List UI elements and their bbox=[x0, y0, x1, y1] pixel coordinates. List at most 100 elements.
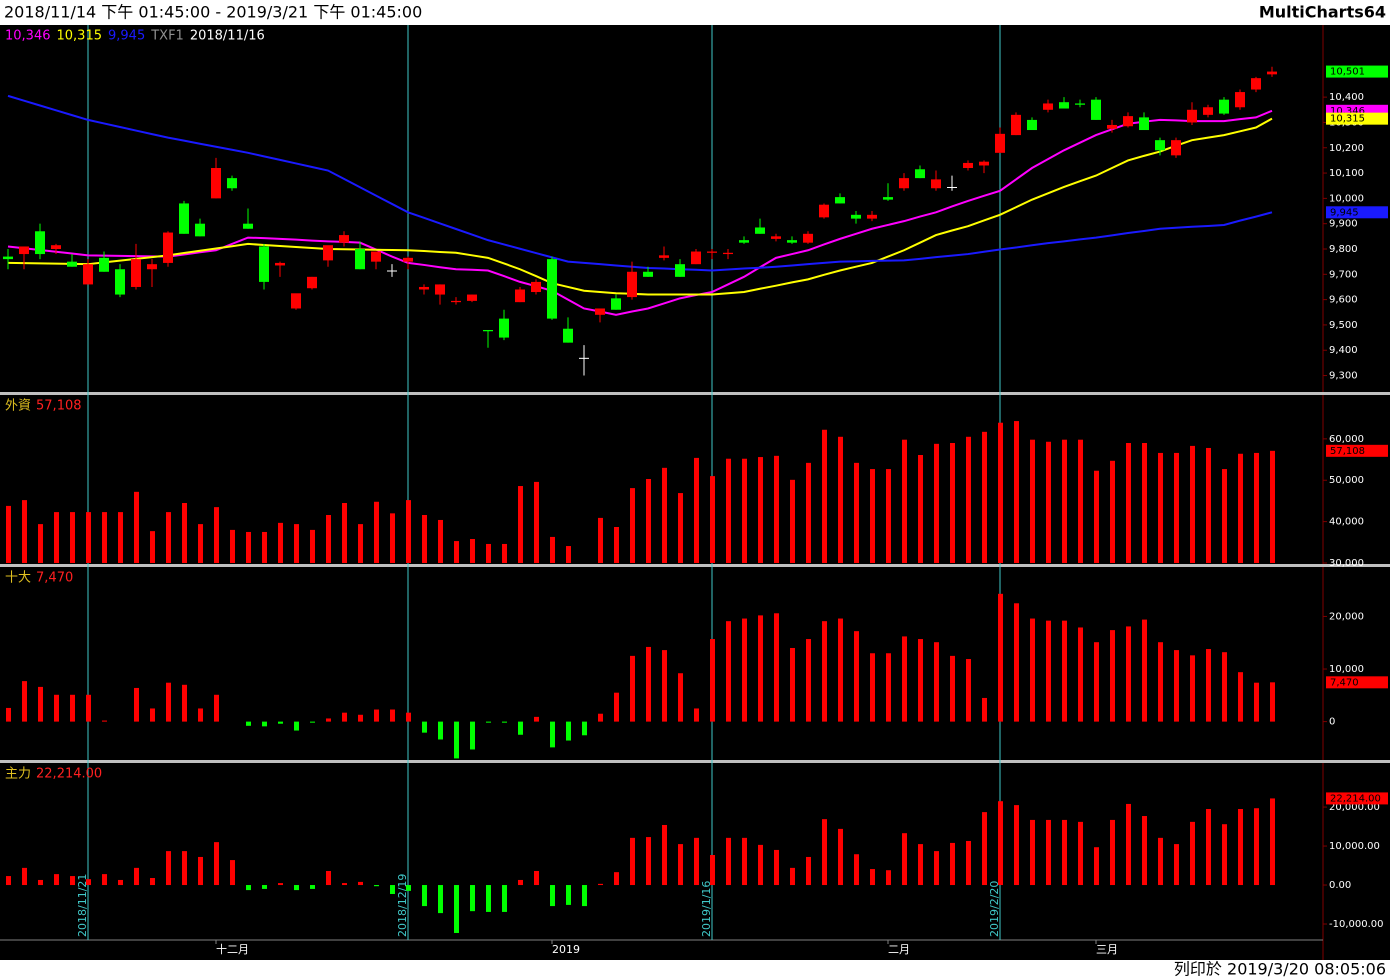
bar bbox=[966, 659, 971, 722]
candle-body bbox=[1219, 99, 1229, 114]
bar bbox=[854, 854, 859, 886]
bar bbox=[1126, 443, 1131, 563]
bar bbox=[374, 709, 379, 722]
bar bbox=[1238, 672, 1243, 722]
bar bbox=[6, 707, 11, 722]
bar bbox=[646, 837, 651, 886]
candle-body bbox=[259, 246, 269, 282]
candle-body bbox=[115, 269, 125, 295]
bar bbox=[886, 870, 891, 886]
bar bbox=[406, 500, 411, 563]
candle-body bbox=[387, 270, 397, 272]
bar bbox=[1094, 470, 1099, 563]
bar bbox=[182, 851, 187, 886]
bar bbox=[1078, 439, 1083, 563]
panel-separator bbox=[0, 564, 1390, 567]
candle-body bbox=[243, 223, 253, 229]
bar bbox=[598, 883, 603, 886]
panel-value: 22,214.00 bbox=[36, 767, 102, 782]
legend-value: 9,945 bbox=[108, 29, 145, 44]
bar bbox=[1222, 469, 1227, 563]
bar bbox=[806, 462, 811, 563]
bar bbox=[1270, 798, 1275, 886]
candle-body bbox=[1075, 103, 1085, 105]
candle-body bbox=[99, 257, 109, 272]
candle-body bbox=[1235, 92, 1245, 108]
bar bbox=[38, 879, 43, 886]
bar bbox=[438, 721, 443, 740]
bar bbox=[774, 455, 779, 563]
bar bbox=[1046, 441, 1051, 563]
candle-body bbox=[307, 276, 317, 289]
y-tick-label: 10,000 bbox=[1329, 664, 1364, 675]
candle-body bbox=[419, 286, 429, 290]
ma-last-box bbox=[1326, 206, 1388, 219]
bar bbox=[1126, 803, 1131, 886]
bar bbox=[70, 876, 75, 886]
candle-body bbox=[643, 271, 653, 277]
bar bbox=[1190, 445, 1195, 563]
candle-body bbox=[1267, 71, 1277, 75]
candle-body bbox=[691, 251, 701, 265]
candle-body bbox=[1139, 117, 1149, 131]
bar bbox=[790, 867, 795, 886]
bar bbox=[454, 721, 459, 759]
bar bbox=[246, 885, 251, 891]
bar bbox=[118, 512, 123, 563]
bar bbox=[342, 883, 347, 886]
bar bbox=[614, 692, 619, 722]
bar bbox=[758, 457, 763, 563]
bar bbox=[934, 851, 939, 886]
bar bbox=[902, 833, 907, 886]
bar bbox=[742, 458, 747, 563]
bar bbox=[726, 621, 731, 722]
candle-body bbox=[291, 293, 301, 309]
bar bbox=[422, 515, 427, 563]
bar bbox=[614, 872, 619, 886]
bar bbox=[86, 879, 91, 886]
bar bbox=[6, 876, 11, 886]
y-tick-label: 10,200 bbox=[1329, 143, 1364, 154]
candle-body bbox=[483, 329, 493, 332]
candle-body bbox=[883, 197, 893, 200]
bar bbox=[1158, 452, 1163, 563]
date-marker-label: 2018/11/21 bbox=[76, 874, 89, 937]
candle-body bbox=[83, 264, 93, 285]
panel-name: 外資 bbox=[5, 399, 31, 414]
panel-separator bbox=[0, 392, 1390, 395]
y-tick-label: 9,300 bbox=[1329, 371, 1358, 382]
bar bbox=[646, 479, 651, 563]
y-tick-label: 10,100 bbox=[1329, 168, 1364, 179]
bar bbox=[358, 524, 363, 563]
bar bbox=[150, 878, 155, 886]
bar bbox=[502, 885, 507, 912]
bar bbox=[1142, 619, 1147, 722]
candle-body bbox=[339, 235, 349, 243]
bar bbox=[790, 647, 795, 722]
candle-body bbox=[147, 264, 157, 270]
bar bbox=[566, 546, 571, 563]
candle-body bbox=[867, 214, 877, 219]
legend-value: 10,315 bbox=[57, 29, 103, 44]
bar bbox=[822, 429, 827, 563]
bar bbox=[342, 503, 347, 563]
x-tick-label: 十二月 bbox=[216, 942, 249, 956]
panel-last: 7,470 bbox=[1330, 677, 1359, 688]
bar bbox=[1094, 847, 1099, 886]
bar bbox=[102, 512, 107, 563]
bar bbox=[38, 686, 43, 722]
ma-last-box bbox=[1326, 112, 1388, 125]
candle-body bbox=[227, 178, 237, 189]
bar bbox=[854, 462, 859, 563]
candle-body bbox=[323, 245, 333, 261]
y-tick-label: 50,000 bbox=[1329, 475, 1364, 486]
bar bbox=[1046, 620, 1051, 722]
bar bbox=[566, 721, 571, 741]
candle-body bbox=[1107, 124, 1117, 129]
candle-body bbox=[35, 231, 45, 255]
bar bbox=[134, 687, 139, 722]
candle-body bbox=[1011, 114, 1021, 136]
candle-body bbox=[611, 298, 621, 310]
bar bbox=[678, 673, 683, 722]
bar bbox=[422, 885, 427, 907]
